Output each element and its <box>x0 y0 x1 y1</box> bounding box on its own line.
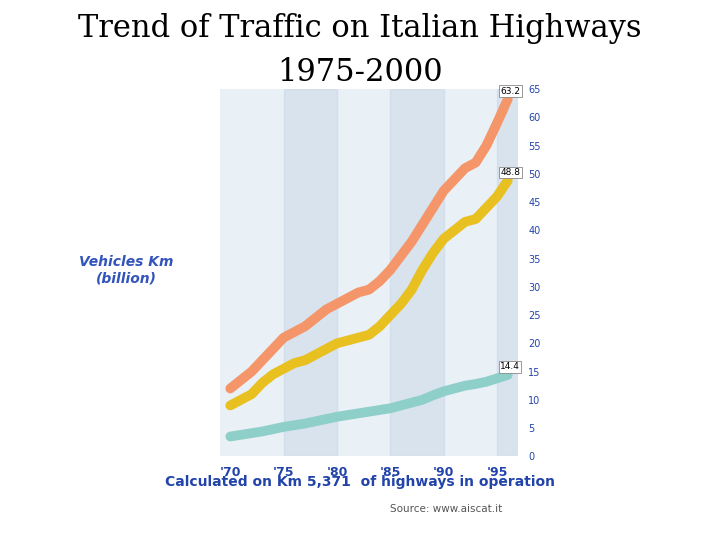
Text: Calculated on Km 5,371  of highways in operation: Calculated on Km 5,371 of highways in op… <box>165 475 555 489</box>
Text: Trend of Traffic on Italian Highways: Trend of Traffic on Italian Highways <box>78 14 642 44</box>
Text: 48.8: 48.8 <box>500 168 521 177</box>
Text: 63.2: 63.2 <box>500 86 521 96</box>
Bar <box>390 89 444 456</box>
Text: 1975-2000: 1975-2000 <box>277 57 443 87</box>
Bar <box>497 89 550 456</box>
Text: Source: www.aiscat.it: Source: www.aiscat.it <box>390 504 503 514</box>
Text: 14.4: 14.4 <box>500 362 520 372</box>
Bar <box>284 89 337 456</box>
Text: Vehicles Km
(billion): Vehicles Km (billion) <box>78 255 174 285</box>
